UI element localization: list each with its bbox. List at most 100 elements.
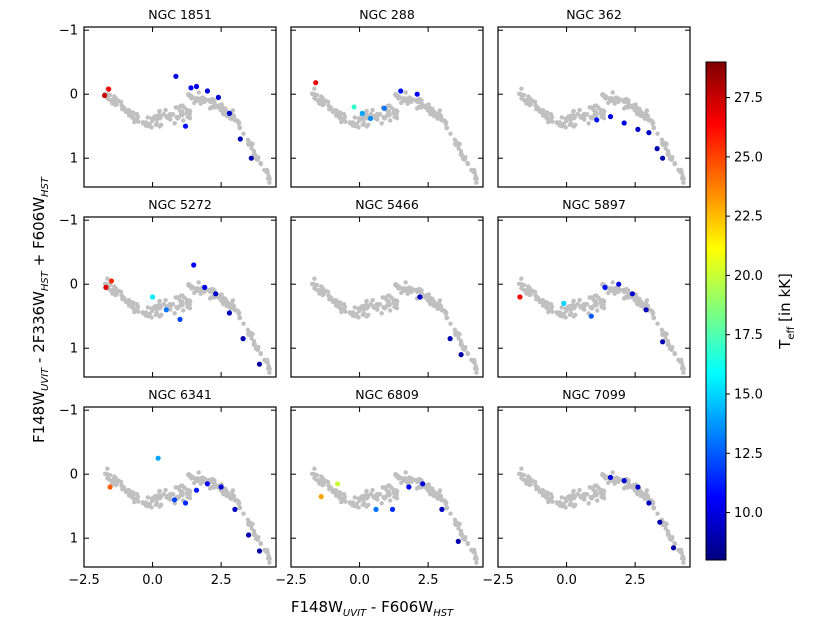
gray-star-point — [681, 370, 686, 375]
gray-star-point — [356, 125, 361, 130]
gray-star-point — [237, 126, 242, 131]
gray-star-point — [371, 305, 376, 310]
gray-star-point — [681, 560, 686, 565]
gray-star-point — [391, 300, 396, 306]
gray-star-point — [237, 120, 242, 126]
gray-star-point — [634, 296, 640, 302]
gray-star-point — [651, 316, 656, 321]
gray-star-point — [448, 511, 453, 516]
gray-star-point — [629, 103, 635, 109]
gray-star-point — [560, 504, 565, 509]
gray-star-point — [387, 103, 392, 108]
gray-star-point — [163, 297, 168, 303]
hot-star-point — [561, 300, 567, 306]
gray-star-point — [352, 115, 357, 120]
y-tick-label: 1 — [70, 342, 78, 357]
gray-star-point — [473, 365, 479, 370]
gray-star-point — [185, 114, 190, 120]
gray-star-point — [634, 106, 640, 112]
gray-star-point — [267, 560, 272, 565]
gray-star-point — [586, 501, 591, 506]
gray-star-point — [613, 475, 619, 480]
hot-star-point — [439, 506, 445, 512]
gray-star-point — [586, 121, 591, 126]
gray-star-point — [388, 308, 393, 313]
panel-ngc-362: NGC 362 — [497, 7, 691, 188]
gray-star-point — [353, 504, 358, 509]
gray-star-point — [416, 484, 422, 489]
gray-star-point — [410, 97, 415, 102]
hot-star-point — [108, 278, 114, 284]
gray-star-point — [368, 111, 373, 117]
gray-star-point — [541, 109, 546, 114]
gray-star-point — [437, 302, 442, 307]
gray-star-point — [146, 314, 151, 319]
gray-star-point — [387, 492, 392, 498]
gray-star-point — [599, 494, 604, 500]
panel-title: NGC 7099 — [562, 387, 626, 402]
gray-star-point — [371, 495, 376, 500]
hot-star-point — [643, 307, 649, 313]
gray-star-point — [678, 359, 683, 365]
gray-star-point — [594, 112, 599, 118]
gray-star-point — [438, 306, 444, 311]
gray-star-point — [168, 303, 173, 309]
gray-star-point — [545, 301, 550, 306]
gray-star-point — [399, 100, 404, 106]
gray-star-point — [180, 293, 185, 298]
gray-star-point — [141, 121, 146, 126]
gray-star-point — [375, 303, 380, 309]
gray-star-point — [312, 276, 317, 281]
gray-star-point — [157, 109, 162, 114]
gray-star-point — [251, 149, 257, 154]
gray-star-point — [471, 169, 476, 175]
y-tick-label: 1 — [70, 152, 78, 167]
gray-star-point — [437, 492, 442, 497]
gray-star-point — [163, 487, 168, 493]
gray-star-point — [108, 288, 113, 293]
gray-star-point — [438, 116, 444, 121]
gray-star-point — [193, 96, 198, 102]
gray-star-point — [241, 321, 246, 326]
gray-star-point — [391, 110, 396, 116]
gray-star-point — [456, 142, 461, 148]
hot-star-point — [193, 83, 200, 90]
gray-star-point — [113, 100, 118, 105]
gray-star-point — [131, 301, 136, 306]
gray-star-point — [665, 339, 671, 344]
gray-star-point — [251, 529, 257, 534]
gray-star-point — [366, 502, 371, 507]
gray-star-point — [388, 498, 393, 503]
gray-star-point — [582, 303, 587, 309]
x-tick-label: 2.5 — [418, 573, 439, 588]
gray-star-point — [203, 477, 208, 482]
gray-star-point — [672, 161, 677, 166]
gray-star-point — [130, 305, 135, 310]
gray-star-point — [209, 294, 215, 299]
gray-star-point — [253, 156, 259, 161]
gray-star-point — [220, 106, 226, 112]
gray-star-point — [655, 321, 660, 326]
hot-star-point — [204, 88, 210, 94]
gray-star-point — [134, 112, 140, 117]
gray-star-point — [266, 365, 272, 370]
hot-star-point — [202, 284, 208, 290]
hot-star-point — [367, 115, 374, 122]
gray-star-point — [559, 115, 564, 120]
hot-star-point — [335, 481, 341, 487]
gray-star-point — [366, 312, 371, 317]
gray-star-point — [548, 302, 554, 307]
hot-star-point — [103, 284, 109, 290]
colorbar-tick-label: 25.0 — [734, 150, 763, 165]
panel-frame — [290, 406, 484, 568]
gray-star-point — [395, 473, 400, 479]
gray-star-point — [527, 290, 532, 295]
gray-star-point — [563, 125, 568, 130]
gray-star-point — [320, 290, 325, 295]
gray-star-point — [568, 113, 574, 119]
hot-star-point — [173, 73, 179, 79]
hot-star-point — [318, 494, 324, 500]
hot-star-point — [102, 92, 108, 99]
gray-star-point — [180, 492, 185, 498]
gray-star-point — [334, 489, 339, 494]
